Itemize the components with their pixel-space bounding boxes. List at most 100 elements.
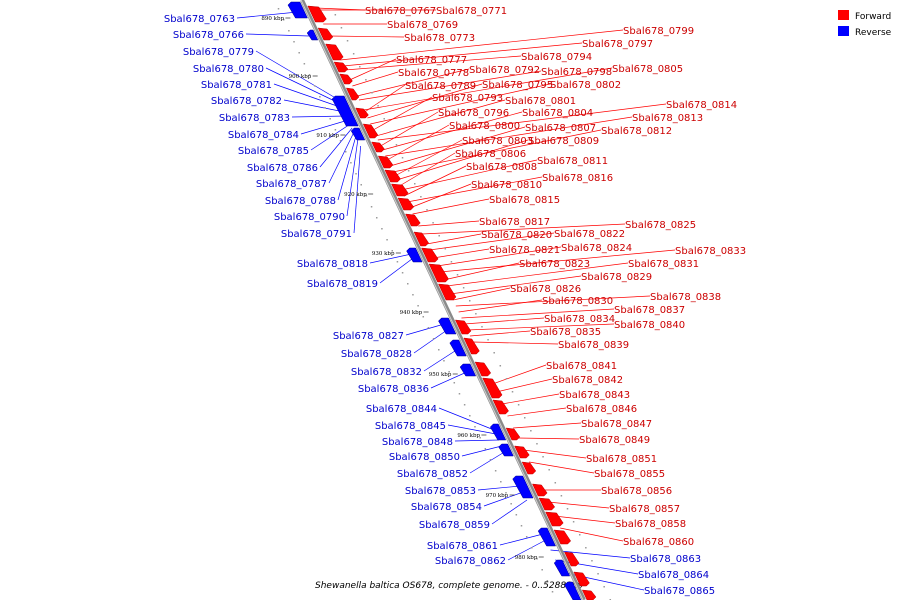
forward-gene-label[interactable]: Sbal678_0795: [482, 80, 553, 91]
forward-gene-arrow[interactable]: [564, 551, 580, 567]
reverse-gene-label[interactable]: Sbal678_0854: [411, 502, 482, 513]
forward-gene-label[interactable]: Sbal678_0797: [582, 39, 653, 50]
forward-gene-arrow[interactable]: [492, 399, 509, 415]
forward-gene-arrow[interactable]: [333, 61, 349, 73]
forward-gene-arrow[interactable]: [307, 5, 327, 23]
forward-gene-label[interactable]: Sbal678_0857: [609, 504, 680, 515]
reverse-gene-label[interactable]: Sbal678_0862: [435, 556, 506, 567]
reverse-gene-arrow[interactable]: [287, 1, 308, 19]
forward-gene-label[interactable]: Sbal678_0814: [666, 100, 737, 111]
forward-gene-label[interactable]: Sbal678_0811: [537, 156, 608, 167]
forward-gene-arrow[interactable]: [553, 529, 572, 545]
forward-gene-label[interactable]: Sbal678_0778: [398, 68, 469, 79]
forward-gene-label[interactable]: Sbal678_0769: [387, 20, 458, 31]
reverse-gene-label[interactable]: Sbal678_0832: [351, 367, 422, 378]
forward-gene-arrow[interactable]: [339, 73, 353, 85]
reverse-gene-label[interactable]: Sbal678_0845: [375, 421, 446, 432]
forward-gene-label[interactable]: Sbal678_0855: [594, 469, 665, 480]
forward-gene-label[interactable]: Sbal678_0849: [579, 435, 650, 446]
forward-gene-arrow[interactable]: [362, 123, 379, 139]
forward-gene-label[interactable]: Sbal678_0837: [614, 305, 685, 316]
reverse-gene-arrow[interactable]: [438, 317, 457, 335]
reverse-gene-arrow[interactable]: [553, 559, 571, 577]
forward-gene-label[interactable]: Sbal678_0826: [510, 284, 581, 295]
reverse-gene-label[interactable]: Sbal678_0780: [193, 64, 264, 75]
forward-gene-arrow[interactable]: [413, 231, 429, 247]
forward-gene-label[interactable]: Sbal678_0816: [542, 173, 613, 184]
reverse-gene-arrow[interactable]: [564, 581, 582, 600]
forward-gene-label[interactable]: Sbal678_0860: [623, 537, 694, 548]
forward-gene-label[interactable]: Sbal678_0793: [432, 93, 503, 104]
forward-gene-label[interactable]: Sbal678_0838: [650, 292, 721, 303]
forward-gene-label[interactable]: Sbal678_0803: [462, 136, 533, 147]
forward-gene-label[interactable]: Sbal678_0846: [566, 404, 637, 415]
forward-gene-arrow[interactable]: [428, 263, 449, 283]
forward-gene-arrow[interactable]: [421, 247, 439, 263]
reverse-gene-label[interactable]: Sbal678_0859: [419, 520, 490, 531]
reverse-gene-label[interactable]: Sbal678_0853: [405, 486, 476, 497]
forward-gene-label[interactable]: Sbal678_0792: [469, 65, 540, 76]
reverse-gene-arrow[interactable]: [331, 95, 359, 127]
forward-gene-label[interactable]: Sbal678_0767: [365, 6, 436, 17]
forward-gene-label[interactable]: Sbal678_0802: [550, 80, 621, 91]
forward-gene-arrow[interactable]: [532, 483, 548, 497]
forward-gene-label[interactable]: Sbal678_0834: [544, 314, 615, 325]
forward-gene-label[interactable]: Sbal678_0851: [586, 454, 657, 465]
reverse-gene-label[interactable]: Sbal678_0861: [427, 541, 498, 552]
forward-gene-label[interactable]: Sbal678_0809: [528, 136, 599, 147]
forward-gene-label[interactable]: Sbal678_0808: [466, 162, 537, 173]
forward-gene-label[interactable]: Sbal678_0842: [552, 375, 623, 386]
reverse-gene-arrow[interactable]: [459, 363, 477, 377]
forward-gene-arrow[interactable]: [538, 497, 556, 511]
reverse-gene-arrow[interactable]: [512, 475, 534, 499]
reverse-gene-label[interactable]: Sbal678_0819: [307, 279, 378, 290]
forward-gene-arrow[interactable]: [371, 141, 385, 153]
forward-gene-label[interactable]: Sbal678_0833: [675, 246, 746, 257]
forward-gene-arrow[interactable]: [345, 87, 360, 101]
reverse-gene-label[interactable]: Sbal678_0784: [228, 130, 299, 141]
forward-gene-label[interactable]: Sbal678_0813: [632, 113, 703, 124]
forward-gene-label[interactable]: Sbal678_0841: [546, 361, 617, 372]
forward-gene-arrow[interactable]: [355, 107, 369, 119]
forward-gene-label[interactable]: Sbal678_0856: [601, 486, 672, 497]
forward-gene-label[interactable]: Sbal678_0839: [558, 340, 629, 351]
reverse-gene-label[interactable]: Sbal678_0787: [256, 179, 327, 190]
forward-gene-label[interactable]: Sbal678_0824: [561, 243, 632, 254]
reverse-gene-label[interactable]: Sbal678_0864: [638, 570, 709, 581]
reverse-gene-arrow[interactable]: [498, 443, 514, 457]
reverse-gene-label[interactable]: Sbal678_0828: [341, 349, 412, 360]
forward-gene-label[interactable]: Sbal678_0840: [614, 320, 685, 331]
forward-gene-arrow[interactable]: [454, 319, 472, 335]
forward-gene-label[interactable]: Sbal678_0825: [625, 220, 696, 231]
reverse-gene-label[interactable]: Sbal678_0786: [247, 163, 318, 174]
forward-gene-label[interactable]: Sbal678_0831: [628, 259, 699, 270]
reverse-gene-arrow[interactable]: [306, 29, 319, 41]
reverse-gene-label[interactable]: Sbal678_0782: [211, 96, 282, 107]
forward-gene-arrow[interactable]: [573, 571, 590, 587]
reverse-gene-label[interactable]: Sbal678_0850: [389, 452, 460, 463]
reverse-gene-label[interactable]: Sbal678_0818: [297, 259, 368, 270]
forward-gene-label[interactable]: Sbal678_0789: [405, 81, 476, 92]
reverse-gene-arrow[interactable]: [489, 423, 507, 441]
forward-gene-label[interactable]: Sbal678_0830: [542, 296, 613, 307]
forward-gene-arrow[interactable]: [377, 155, 394, 169]
reverse-gene-label[interactable]: Sbal678_0779: [183, 47, 254, 58]
forward-gene-label[interactable]: Sbal678_0810: [471, 180, 542, 191]
forward-gene-label[interactable]: Sbal678_0829: [581, 272, 652, 283]
reverse-gene-label[interactable]: Sbal678_0788: [265, 196, 336, 207]
forward-gene-arrow[interactable]: [438, 283, 457, 301]
reverse-gene-label[interactable]: Sbal678_0848: [382, 437, 453, 448]
reverse-gene-label[interactable]: Sbal678_0836: [358, 384, 429, 395]
forward-gene-arrow[interactable]: [325, 43, 344, 61]
forward-gene-arrow[interactable]: [463, 337, 480, 355]
forward-gene-label[interactable]: Sbal678_0822: [554, 229, 625, 240]
reverse-gene-label[interactable]: Sbal678_0844: [366, 404, 437, 415]
forward-gene-label[interactable]: Sbal678_0805: [612, 64, 683, 75]
forward-gene-arrow[interactable]: [482, 377, 503, 399]
forward-gene-label[interactable]: Sbal678_0796: [438, 108, 509, 119]
reverse-gene-arrow[interactable]: [350, 127, 366, 141]
forward-gene-label[interactable]: Sbal678_0847: [581, 419, 652, 430]
forward-gene-arrow[interactable]: [405, 213, 421, 227]
forward-gene-label[interactable]: Sbal678_0815: [489, 195, 560, 206]
forward-gene-label[interactable]: Sbal678_0798: [541, 67, 612, 78]
